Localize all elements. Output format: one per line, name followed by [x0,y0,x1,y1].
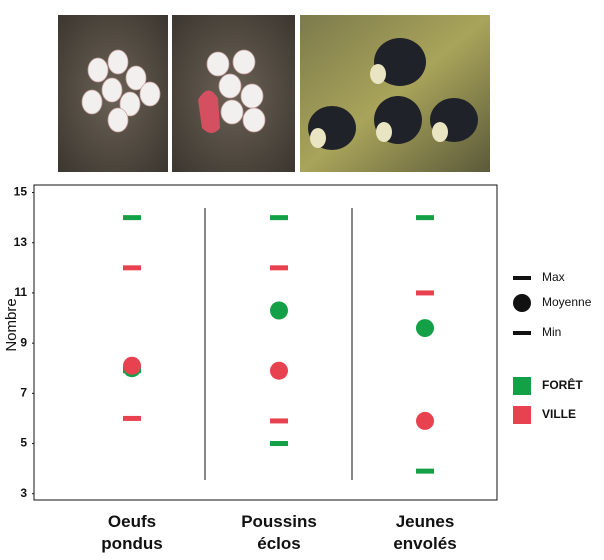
y-tick-label: 15 [14,185,28,199]
y-axis-label: Nombre [3,298,20,351]
x-tick-label: Jeunes envolés [393,512,457,553]
legend-label: FORÊT [542,377,583,392]
range-dash [123,265,141,271]
mean-dot [416,319,434,338]
mean-dot [123,356,141,375]
range-dash [270,215,288,221]
x-tick-label: Poussins éclos [241,512,317,553]
y-tick-label: 3 [20,486,27,500]
y-tick-label: 9 [20,335,27,349]
legend-symbol [513,294,531,312]
range-dash [123,415,141,421]
mean-dot [416,411,434,430]
legend-symbol [513,276,531,280]
range-dash [416,215,434,221]
range-dash [123,215,141,221]
legend-swatch [513,406,531,424]
legend-label: Max [542,270,565,284]
photos [58,15,490,172]
range-dash [416,290,434,296]
y-tick-label: 11 [14,285,27,299]
legend-label: VILLE [542,407,576,421]
x-tick-label: Oeufs pondus [101,512,163,553]
range-dash [270,265,288,271]
range-dash [270,418,288,424]
legend-label: Min [542,325,561,339]
legend-label: Moyenne [542,295,592,309]
y-tick-label: 7 [20,385,27,399]
y-tick-label: 5 [20,436,27,450]
range-dash [270,441,288,447]
range-dash [416,468,434,474]
mean-dot [270,361,288,380]
legend-symbol [513,331,531,335]
legend-swatch [513,377,531,395]
plot-frame [33,184,498,501]
y-tick-label: 13 [14,235,28,249]
mean-dot [270,301,288,320]
